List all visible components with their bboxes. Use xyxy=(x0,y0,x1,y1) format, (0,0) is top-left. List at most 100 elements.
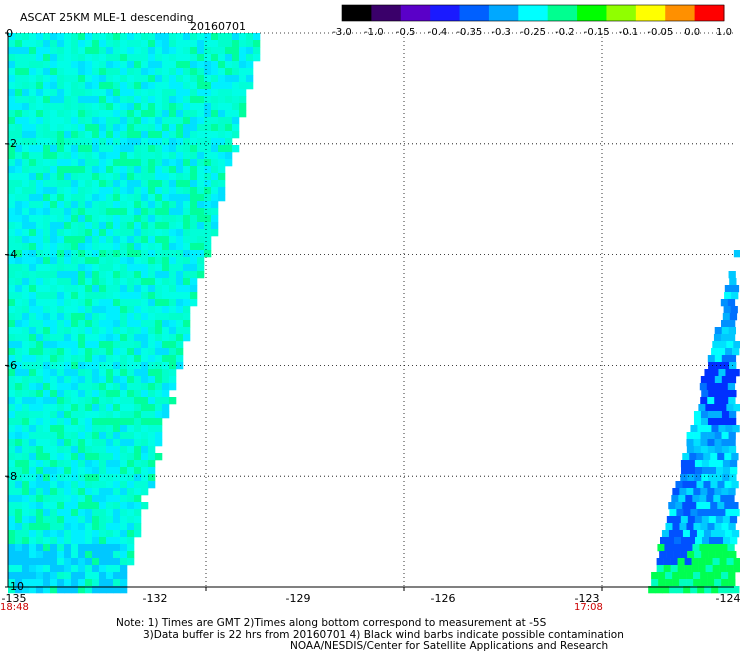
swath-cell-left xyxy=(134,404,142,412)
swath-cell-left xyxy=(36,194,44,202)
swath-cell-left xyxy=(246,54,254,62)
swath-cell-left xyxy=(141,425,149,433)
swath-cell-left xyxy=(15,285,23,293)
swath-cell-left xyxy=(190,264,198,272)
swath-cell-left xyxy=(127,474,135,482)
swath-cell-right xyxy=(707,418,716,426)
swath-cell-left xyxy=(22,418,30,426)
swath-cell-right xyxy=(693,488,701,496)
swath-cell-left xyxy=(57,537,65,545)
swath-cell-left xyxy=(50,418,58,426)
swath-cell-left xyxy=(106,446,114,454)
swath-cell-left xyxy=(155,362,163,370)
swath-cell-left xyxy=(29,285,37,293)
swath-cell-left xyxy=(204,110,212,118)
swath-cell-left xyxy=(92,558,100,566)
swath-cell-right xyxy=(710,502,718,510)
swath-cell-left xyxy=(176,187,184,195)
swath-cell-left xyxy=(148,348,156,356)
swath-cell-left xyxy=(29,47,37,55)
swath-cell-left xyxy=(141,313,149,321)
swath-cell-left xyxy=(113,530,121,538)
swath-cell-right xyxy=(702,467,710,475)
swath-cell-left xyxy=(57,145,65,153)
swath-cell-left xyxy=(148,47,156,55)
swath-cell-left xyxy=(134,334,142,342)
swath-cell-left xyxy=(169,33,177,41)
swath-cell-left xyxy=(134,474,142,482)
colorbar-segment xyxy=(547,5,578,21)
colorbar-tick-label: 1.0 xyxy=(716,27,732,38)
swath-cell-left xyxy=(50,439,58,447)
swath-cell-left xyxy=(8,75,16,83)
swath-cell-left xyxy=(197,236,205,244)
swath-cell-left xyxy=(22,544,30,552)
swath-cell-left xyxy=(120,474,128,482)
swath-cell-left xyxy=(22,341,30,349)
swath-cell-left xyxy=(15,173,23,181)
swath-cell-left xyxy=(85,187,93,195)
swath-cell-left xyxy=(127,250,135,258)
swath-cell-left xyxy=(85,40,93,48)
swath-cell-left xyxy=(106,481,114,489)
swath-cell-left xyxy=(71,579,79,587)
swath-cell-left xyxy=(225,131,233,139)
swath-cell-left xyxy=(85,47,93,55)
swath-cell-left xyxy=(162,159,170,167)
swath-cell-left xyxy=(57,425,65,433)
swath-cell-left xyxy=(218,187,226,195)
swath-cell-left xyxy=(92,299,100,307)
swath-cell-left xyxy=(120,411,128,419)
swath-cell-left xyxy=(127,68,135,76)
swath-cell-left xyxy=(71,404,79,412)
swath-cell-left xyxy=(43,586,51,594)
swath-cell-left xyxy=(183,159,191,167)
swath-cell-left xyxy=(15,474,23,482)
swath-cell-right xyxy=(700,488,708,496)
swath-cell-left xyxy=(71,390,79,398)
swath-cell-left xyxy=(141,250,149,258)
swath-cell-left xyxy=(85,383,93,391)
swath-cell-left xyxy=(64,180,72,188)
swath-cell-left xyxy=(99,82,107,90)
swath-cell-left xyxy=(218,166,226,174)
swath-cell-left xyxy=(148,292,156,300)
swath-cell-left xyxy=(162,117,170,125)
swath-cell-left xyxy=(22,495,30,503)
swath-cell-right xyxy=(679,572,687,580)
swath-cell-left xyxy=(120,383,128,391)
swath-cell-left xyxy=(190,299,198,307)
swath-cell-left xyxy=(78,229,86,237)
swath-cell-left xyxy=(29,327,37,335)
swath-cell-left xyxy=(155,418,163,426)
swath-cell-left xyxy=(57,131,65,139)
swath-cell-right xyxy=(680,460,689,468)
swath-cell-left xyxy=(8,278,16,286)
swath-cell-left xyxy=(36,460,44,468)
swath-cell-left xyxy=(92,397,100,405)
swath-cell-left xyxy=(211,222,219,230)
swath-cell-left xyxy=(78,432,86,440)
swath-cell-left xyxy=(71,383,79,391)
swath-cell-left xyxy=(134,145,142,153)
swath-cell-left xyxy=(50,152,58,160)
swath-cell-left xyxy=(155,299,163,307)
swath-cell-right xyxy=(724,502,732,510)
swath-cell-left xyxy=(190,215,198,223)
swath-cell-left xyxy=(155,306,163,314)
colorbar-segment xyxy=(342,5,372,21)
swath-cell-left xyxy=(92,362,100,370)
swath-cell-left xyxy=(190,131,198,139)
swath-cell-left xyxy=(134,82,142,90)
swath-cell-left xyxy=(50,33,58,41)
swath-cell-left xyxy=(183,110,191,118)
swath-cell-left xyxy=(50,586,58,594)
swath-cell-left xyxy=(120,103,128,111)
swath-cell-left xyxy=(155,313,163,321)
swath-cell-left xyxy=(43,152,51,160)
swath-cell-left xyxy=(127,166,135,174)
swath-cell-right xyxy=(711,586,719,594)
swath-cell-left xyxy=(64,523,72,531)
swath-cell-left xyxy=(92,383,100,391)
swath-cell-right xyxy=(714,488,722,496)
